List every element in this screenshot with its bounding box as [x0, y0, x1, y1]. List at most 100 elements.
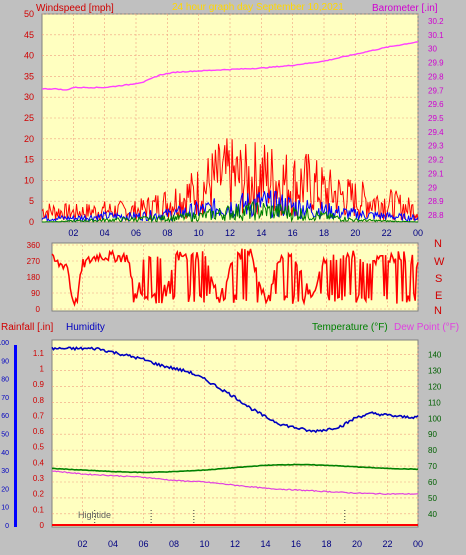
time-tick-label: 16: [288, 228, 298, 238]
rain-scale-bar: [14, 345, 17, 527]
barometer-tick-label: 30: [428, 45, 437, 54]
barometer-tick-label: 29.2: [428, 156, 444, 165]
barometer-tick-label: 29.9: [428, 59, 444, 68]
direction-tick-label: 0: [36, 305, 41, 314]
rainfall-tick-label: 0.2: [33, 490, 45, 499]
barometer-tick-label: 29.5: [428, 114, 444, 123]
humidity-tick-label: 0: [5, 523, 9, 530]
humidity-tick-label: 80: [1, 377, 9, 384]
time-tick-label: 00: [413, 539, 423, 549]
barometer-axis-title: Barometer [.in]: [372, 3, 438, 14]
temperature-tick-label: 120: [428, 382, 442, 391]
temperature-tick-label: 140: [428, 351, 442, 360]
windspeed-tick-label: 50: [24, 9, 34, 19]
wind-gust-line: [41, 138, 419, 222]
direction-tick-label: 180: [27, 273, 41, 282]
time-tick-label: 14: [256, 228, 266, 238]
temperature-ticks: 40 50 60 70 80 90 100 110 120 130 140: [428, 351, 442, 519]
rainfall-tick-label: 1.1: [33, 349, 45, 358]
wind-low-line: [42, 200, 418, 224]
dewpoint-axis-title: Dew Point (°F): [394, 322, 459, 333]
time-tick-label: 02: [68, 228, 78, 238]
climate-plot-series: [51, 346, 419, 526]
rainfall-tick-label: 0.4: [33, 458, 45, 467]
windspeed-axis-title: Windspeed [mph]: [36, 3, 114, 14]
rainfall-axis-title: Rainfall [.in]: [1, 322, 53, 333]
temperature-tick-label: 70: [428, 462, 437, 471]
time-tick-label: 04: [108, 539, 118, 549]
windspeed-tick-label: 5: [29, 196, 34, 206]
humidity-tick-label: 70: [1, 395, 9, 402]
barometer-tick-label: 30.1: [428, 31, 444, 40]
dir-label-n-top: N: [434, 238, 442, 250]
temperature-tick-label: 80: [428, 446, 437, 455]
windspeed-tick-label: 10: [24, 175, 34, 185]
rainfall-tick-label: 0.6: [33, 427, 45, 436]
time-tick-label: 22: [382, 539, 392, 549]
windspeed-tick-label: 20: [24, 134, 34, 144]
time-tick-label: 02: [77, 539, 87, 549]
rainfall-tick-label: 0.5: [33, 443, 45, 452]
windspeed-ticks: 0 5 10 15 20 25 30 35 40 45 50: [24, 9, 34, 227]
temperature-axis-title: Temperature (°F): [312, 322, 388, 333]
rainfall-tick-label: 0.1: [33, 505, 45, 514]
barometer-tick-label: 29.4: [428, 128, 444, 137]
barometer-tick-label: 29.3: [428, 142, 444, 151]
time-tick-label: 10: [199, 539, 209, 549]
humidity-tick-label: 10: [1, 505, 9, 512]
hightide-label: Hightide: [78, 510, 111, 520]
time-tick-label: 06: [131, 228, 141, 238]
humidity-line: [51, 346, 419, 434]
time-tick-label: 06: [138, 539, 148, 549]
graph-title: 24 hour graph day September 10,2021: [172, 2, 344, 13]
time-tick-label: 20: [352, 539, 362, 549]
dir-label-n-bottom: N: [434, 305, 442, 317]
barometer-tick-label: 30.2: [428, 17, 444, 26]
time-tick-label: 14: [260, 539, 270, 549]
dir-label-e: E: [435, 290, 442, 302]
windspeed-tick-label: 0: [29, 217, 34, 227]
temperature-tick-label: 50: [428, 494, 437, 503]
barometer-tick-label: 29.7: [428, 86, 444, 95]
time-tick-label: 04: [100, 228, 110, 238]
rainfall-ticks: 0 0.1 0.2 0.3 0.4 0.5 0.6 0.7 0.8 0.9 1 1.1: [33, 349, 45, 530]
time-tick-label: 18: [321, 539, 331, 549]
windspeed-tick-label: 30: [24, 92, 34, 102]
temperature-tick-label: 100: [428, 414, 442, 423]
wind-plot-series: [41, 41, 419, 224]
windspeed-tick-label: 25: [24, 113, 34, 123]
temperature-tick-label: 90: [428, 430, 437, 439]
windspeed-tick-label: 45: [24, 30, 34, 40]
time-ticks-bottom: 02 04 06 08 10 12 14 16 18 20 22 00: [77, 539, 423, 549]
time-tick-label: 18: [319, 228, 329, 238]
direction-tick-label: 270: [27, 257, 41, 266]
humidity-tick-label: 20: [1, 486, 9, 493]
temperature-tick-label: 40: [428, 510, 437, 519]
barometer-tick-label: 29: [428, 183, 437, 192]
time-tick-label: 20: [350, 228, 360, 238]
rainfall-tick-label: 0: [40, 521, 45, 530]
temperature-tick-label: 60: [428, 478, 437, 487]
rainfall-tick-label: 0.8: [33, 396, 45, 405]
direction-tick-label: 90: [31, 289, 40, 298]
humidity-tick-label: 40: [1, 450, 9, 457]
rainfall-tick-label: 0.3: [33, 474, 45, 483]
direction-ticks: 0 90 180 270 360: [27, 241, 41, 314]
time-tick-label: 00: [413, 228, 423, 238]
humidity-tick-label: 30: [1, 468, 9, 475]
humidity-ticks: 0 10 20 30 40 50 60 70 80 90 100: [0, 340, 9, 530]
time-tick-label: 16: [291, 539, 301, 549]
humidity-tick-label: 100: [0, 340, 9, 347]
temperature-tick-label: 130: [428, 366, 442, 375]
rainfall-tick-label: 0.7: [33, 411, 45, 420]
time-ticks-top: 02 04 06 08 10 12 14 16 18 20 22 00: [68, 228, 423, 238]
humidity-tick-label: 50: [1, 432, 9, 439]
time-tick-label: 08: [162, 228, 172, 238]
humidity-axis-title: Humidity: [66, 322, 105, 333]
time-tick-label: 12: [225, 228, 235, 238]
barometer-tick-label: 29.6: [428, 100, 444, 109]
humidity-tick-label: 90: [1, 358, 9, 365]
temperature-line: [51, 463, 419, 474]
temperature-tick-label: 110: [428, 398, 441, 407]
time-tick-label: 12: [230, 539, 240, 549]
